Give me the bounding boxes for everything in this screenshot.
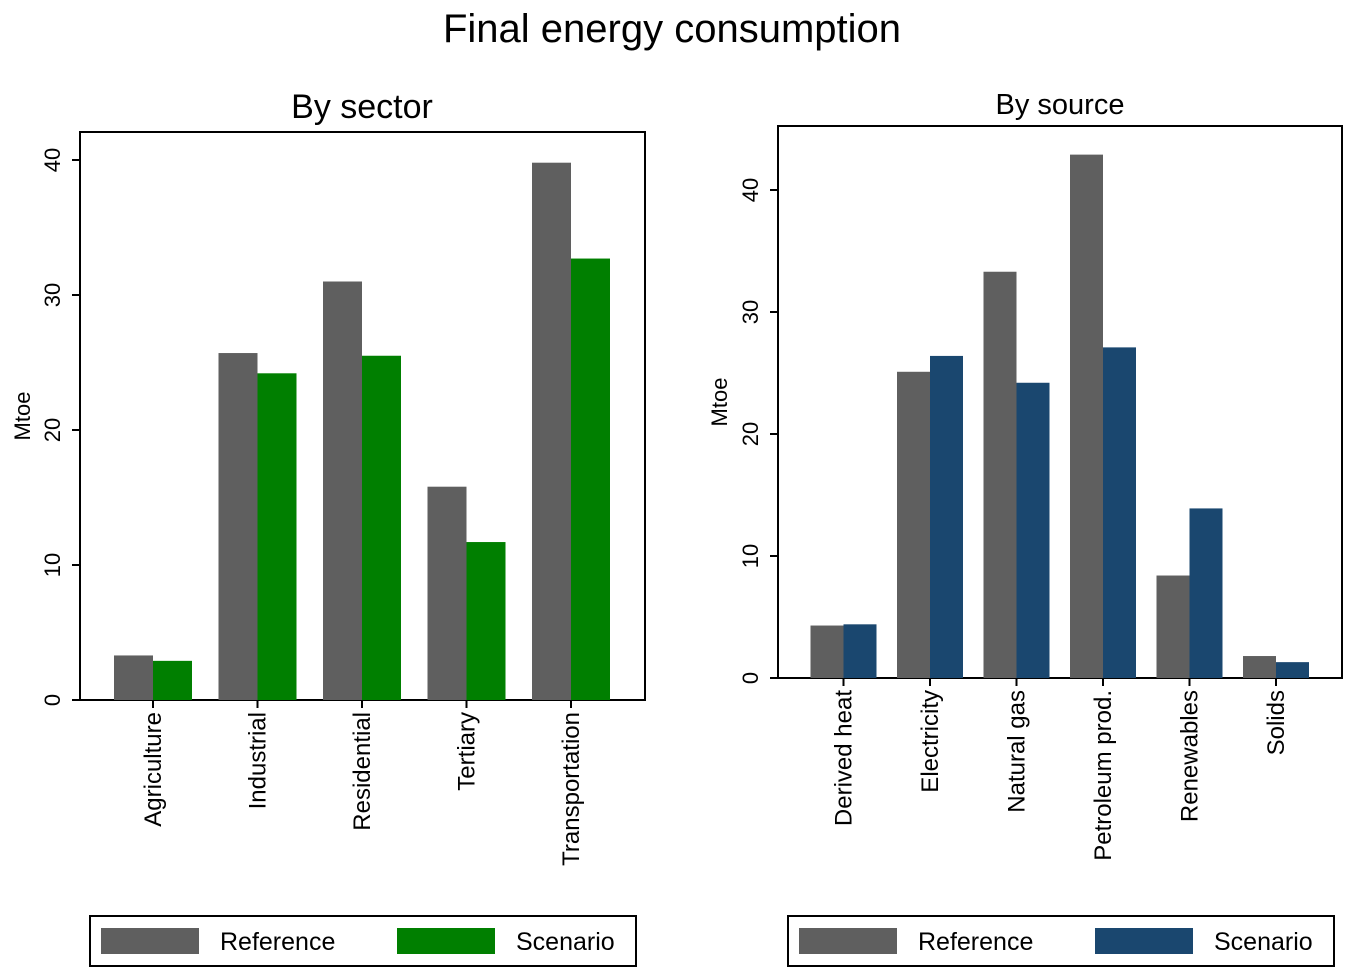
- source-bar-scenario-electricity: [930, 355, 963, 678]
- sector-category-label-agriculture: Agriculture: [140, 712, 167, 827]
- sector-category-label-industrial: Industrial: [245, 712, 272, 809]
- source-category-label-renewables: Renewables: [1177, 690, 1204, 822]
- source-category-label-electricity: Electricity: [917, 690, 944, 793]
- source-category-label-derived-heat: Derived heat: [831, 690, 858, 826]
- source-bar-scenario-solids: [1276, 662, 1309, 678]
- source-bar-reference-natural-gas: [983, 271, 1017, 678]
- sector-y-tick-label-30: 30: [40, 283, 65, 307]
- sector-bar-scenario-tertiary: [466, 542, 506, 700]
- source-legend-label-scenario: Scenario: [1214, 928, 1313, 956]
- source-y-axis: 0 10 20 30 40: [738, 178, 778, 684]
- sector-bar-scenario-agriculture: [153, 660, 192, 700]
- source-legend-swatch-reference: [799, 928, 897, 954]
- source-panel: By source 0 10 20 30 40 Mtoe Derived heat Ele…: [707, 89, 1343, 967]
- sector-y-tick-label-40: 40: [40, 148, 65, 172]
- sector-category-label-transportation: Transportation: [558, 712, 585, 866]
- source-legend-swatch-scenario: [1095, 928, 1193, 954]
- sector-y-axis-title: Mtoe: [10, 392, 35, 441]
- source-legend-label-reference: Reference: [918, 928, 1033, 956]
- sector-x-axis: Agriculture Industrial Residential Tertiary…: [140, 700, 585, 866]
- sector-category-label-residential: Residential: [349, 712, 376, 831]
- sector-y-axis: 0 10 20 30 40: [40, 148, 80, 706]
- source-plot-frame: [777, 125, 1343, 679]
- sector-legend-label-reference: Reference: [220, 928, 335, 956]
- source-bar-reference-solids: [1243, 656, 1276, 678]
- source-bar-reference-renewables: [1156, 575, 1190, 678]
- source-y-tick-label-10: 10: [738, 544, 763, 568]
- source-category-label-solids: Solids: [1263, 690, 1290, 755]
- sector-panel: By sector 0 10 20 30 40 Mtoe Agriculture Indu…: [10, 88, 646, 967]
- sector-chart-title: By sector: [291, 88, 433, 126]
- sector-legend-swatch-scenario: [397, 928, 495, 954]
- sector-bar-scenario-transportation: [571, 258, 610, 700]
- source-x-axis: Derived heat Electricity Natural gas Petrol…: [831, 678, 1290, 861]
- sector-bar-scenario-residential: [362, 355, 401, 700]
- source-y-tick-label-20: 20: [738, 422, 763, 446]
- source-bar-reference-petroleum-prod: [1070, 154, 1103, 678]
- source-y-tick-label-40: 40: [738, 178, 763, 202]
- source-bar-scenario-derived-heat: [843, 624, 877, 678]
- sector-bar-reference-industrial: [218, 353, 258, 700]
- source-bar-scenario-petroleum-prod: [1103, 347, 1136, 678]
- sector-bar-reference-transportation: [532, 162, 571, 700]
- source-chart-title: By source: [996, 89, 1125, 121]
- source-legend: Reference Scenario: [787, 915, 1335, 967]
- source-y-axis-title: Mtoe: [707, 378, 732, 427]
- sector-bar-scenario-industrial: [257, 373, 297, 700]
- source-category-label-petroleum-prod: Petroleum prod.: [1090, 690, 1117, 861]
- sector-legend-swatch-reference: [101, 928, 199, 954]
- sector-y-tick-label-0: 0: [40, 694, 65, 706]
- source-bars: [810, 154, 1309, 678]
- sector-legend-label-scenario: Scenario: [516, 928, 615, 956]
- source-category-label-natural-gas: Natural gas: [1004, 690, 1031, 813]
- sector-bars: [114, 162, 610, 700]
- sector-category-label-tertiary: Tertiary: [454, 712, 481, 791]
- sector-y-tick-label-20: 20: [40, 418, 65, 442]
- source-y-tick-label-0: 0: [738, 672, 763, 684]
- source-y-tick-label-30: 30: [738, 300, 763, 324]
- main-title: Final energy consumption: [443, 7, 901, 51]
- source-bar-scenario-renewables: [1189, 508, 1223, 678]
- sector-bar-reference-tertiary: [427, 486, 467, 700]
- source-bar-reference-electricity: [897, 371, 930, 678]
- sector-bar-reference-agriculture: [114, 655, 153, 700]
- source-bar-reference-derived-heat: [810, 625, 844, 678]
- sector-y-tick-label-10: 10: [40, 553, 65, 577]
- source-bar-scenario-natural-gas: [1016, 382, 1050, 678]
- sector-legend: Reference Scenario: [89, 915, 637, 967]
- sector-bar-reference-residential: [323, 281, 362, 700]
